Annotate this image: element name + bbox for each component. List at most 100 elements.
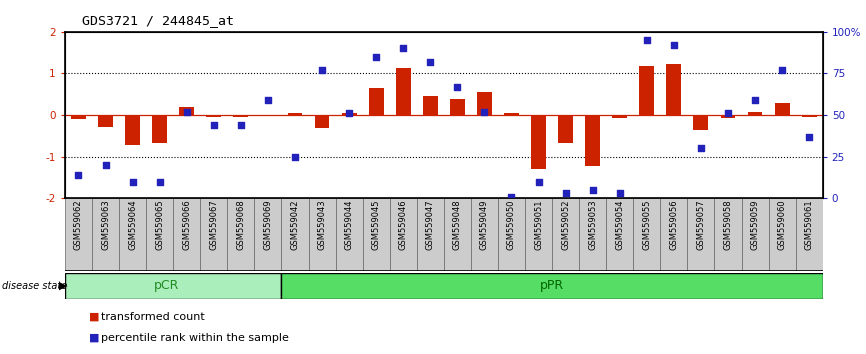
Point [288,154,302,159]
Bar [126,115,140,145]
Text: GSM559057: GSM559057 [696,200,706,250]
Bar [775,103,790,115]
Bar [396,68,410,115]
Point [532,179,546,184]
Text: GSM559068: GSM559068 [236,200,245,250]
Bar [579,198,606,271]
Bar [531,115,546,169]
Bar [559,115,573,143]
Bar [498,198,525,271]
Bar [471,198,498,271]
Bar [65,273,281,299]
Text: pCR: pCR [154,279,179,292]
Point [450,84,464,90]
Text: GSM559064: GSM559064 [128,200,137,250]
Bar [390,198,417,271]
Bar [525,198,553,271]
Text: GSM559063: GSM559063 [101,200,110,250]
Bar [553,198,579,271]
Text: GSM559051: GSM559051 [534,200,543,250]
Bar [423,96,437,115]
Text: transformed count: transformed count [101,312,205,322]
Bar [694,115,708,130]
Point [315,67,329,73]
Text: GSM559053: GSM559053 [588,200,598,250]
Text: GSM559049: GSM559049 [480,200,489,250]
Bar [261,115,275,116]
Bar [152,115,167,143]
Text: GSM559042: GSM559042 [290,200,300,250]
Bar [119,198,146,271]
Point [505,194,519,199]
Bar [146,198,173,271]
Bar [504,113,519,115]
Text: GSM559050: GSM559050 [507,200,516,250]
Point [802,134,816,139]
Bar [741,198,768,271]
Point [423,59,437,65]
Bar [314,115,329,129]
Text: GSM559044: GSM559044 [345,200,353,250]
Text: GSM559045: GSM559045 [372,200,381,250]
Point [775,67,789,73]
Bar [234,115,249,117]
Bar [200,198,227,271]
Bar [288,113,302,115]
Bar [802,115,817,117]
Text: ■: ■ [89,333,100,343]
Bar [369,88,384,115]
Point [126,179,139,184]
Bar [688,198,714,271]
Bar [612,115,627,118]
Text: GSM559055: GSM559055 [643,200,651,250]
Text: GSM559061: GSM559061 [805,200,814,250]
Text: GSM559060: GSM559060 [778,200,786,250]
Bar [173,198,200,271]
Point [152,179,166,184]
Bar [98,115,113,127]
Bar [721,115,735,118]
Point [369,54,383,59]
Text: GSM559048: GSM559048 [453,200,462,250]
Bar [667,64,682,115]
Bar [255,198,281,271]
Bar [477,92,492,115]
Text: GDS3721 / 244845_at: GDS3721 / 244845_at [82,14,235,27]
Text: GSM559058: GSM559058 [723,200,733,250]
Point [477,109,491,115]
Bar [92,198,119,271]
Point [613,190,627,196]
Bar [585,115,600,166]
Bar [363,198,390,271]
Bar [417,198,443,271]
Bar [443,198,471,271]
Bar [335,198,363,271]
Point [585,187,599,193]
Point [694,145,708,151]
Bar [747,112,762,115]
Point [99,162,113,168]
Point [559,190,572,196]
Text: GSM559047: GSM559047 [426,200,435,250]
Bar [281,198,308,271]
Text: GSM559069: GSM559069 [263,200,273,250]
Text: GSM559065: GSM559065 [155,200,165,250]
Text: GSM559066: GSM559066 [182,200,191,250]
Bar [639,66,654,115]
Text: pPR: pPR [540,279,564,292]
Point [72,172,86,178]
Text: ▶: ▶ [59,281,68,291]
Bar [714,198,741,271]
Bar [308,198,335,271]
Text: ■: ■ [89,312,100,322]
Text: GSM559062: GSM559062 [74,200,83,250]
Bar [450,99,465,115]
Point [640,37,654,43]
Point [721,110,735,116]
Text: GSM559056: GSM559056 [669,200,678,250]
Point [207,122,221,128]
Text: GSM559043: GSM559043 [318,200,326,250]
Point [261,97,275,103]
Bar [65,198,92,271]
Point [748,97,762,103]
